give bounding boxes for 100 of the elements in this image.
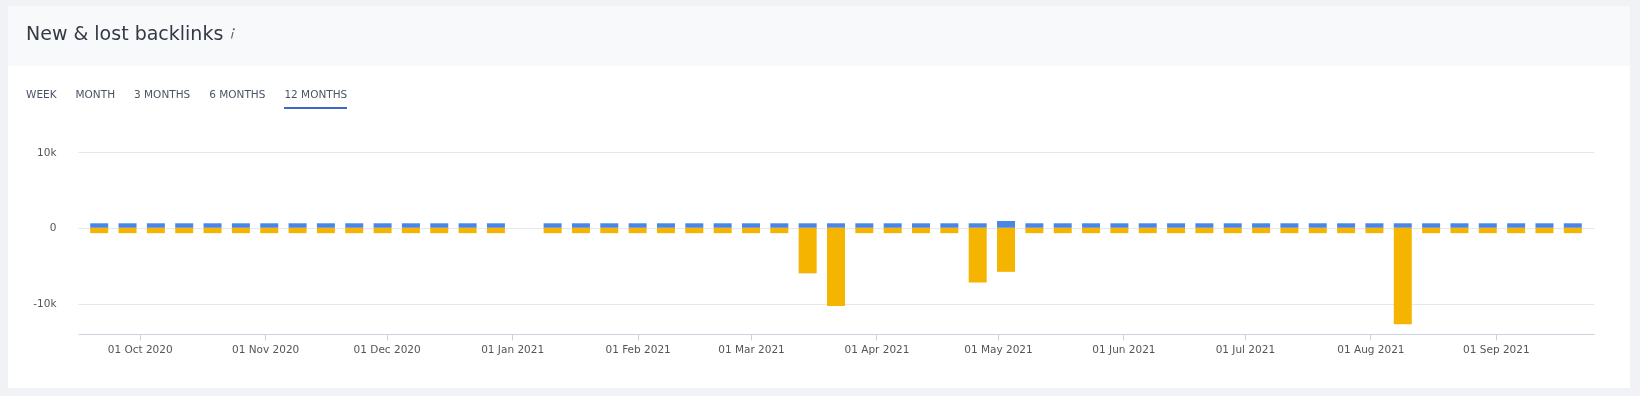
bar (1110, 227, 1129, 234)
x-tick-label: 01 Oct 2020 (107, 342, 173, 355)
bar (628, 227, 647, 234)
bar (345, 223, 364, 228)
bar (203, 223, 222, 228)
bar (1025, 227, 1044, 234)
bar (1308, 223, 1327, 228)
bar (713, 223, 732, 228)
x-tick-label: 01 Aug 2021 (1337, 342, 1405, 355)
bar (1138, 227, 1157, 234)
bar (741, 223, 760, 228)
bar (1337, 227, 1356, 234)
bar (1422, 223, 1441, 228)
x-tick-label: 01 May 2021 (964, 342, 1033, 355)
bar (1507, 227, 1526, 234)
bar (1195, 223, 1214, 228)
bar (543, 223, 562, 228)
y-tick-label: 0 (49, 221, 57, 234)
bar (430, 223, 449, 228)
bar (458, 223, 477, 228)
bar (997, 221, 1016, 228)
bar (373, 227, 392, 234)
bar (316, 227, 335, 234)
bar (855, 223, 874, 228)
bar (1563, 223, 1582, 228)
bar (571, 223, 590, 228)
x-tick-label: 01 Nov 2020 (232, 342, 300, 355)
x-tick-label: 01 Apr 2021 (844, 342, 910, 355)
bar (90, 227, 109, 234)
bar (1280, 227, 1299, 234)
bar (1337, 223, 1356, 228)
bar (1082, 227, 1101, 234)
text: 12 MONTHS (284, 88, 348, 109)
bar (1223, 223, 1242, 228)
bar (1365, 223, 1384, 228)
bar (260, 223, 279, 228)
bar (1535, 227, 1554, 234)
bar (1365, 227, 1384, 234)
bar (260, 227, 279, 234)
bar (1138, 223, 1157, 228)
bar (741, 227, 760, 234)
bar (118, 223, 137, 228)
x-tick-label: 01 Mar 2021 (718, 342, 785, 355)
bar (146, 227, 165, 234)
bar (628, 223, 647, 228)
bar (600, 227, 619, 234)
bar (1478, 227, 1497, 234)
bar (1393, 223, 1412, 228)
x-tick-label: 01 Feb 2021 (605, 342, 671, 355)
bar (1167, 227, 1186, 234)
bar (1563, 227, 1582, 234)
text: MONTH (75, 88, 116, 102)
bar (175, 223, 194, 228)
bar (486, 227, 505, 234)
bar (883, 223, 902, 228)
bar (175, 227, 194, 234)
bar (231, 227, 250, 234)
bar (912, 223, 931, 228)
bar (713, 227, 732, 234)
bar (940, 223, 959, 228)
bar (118, 227, 137, 234)
x-tick-label: 01 Jun 2021 (1092, 342, 1156, 355)
bar (1167, 223, 1186, 228)
bar (1025, 223, 1044, 228)
bar (373, 223, 392, 228)
bar (685, 223, 704, 228)
bar (1252, 223, 1271, 228)
bar (1422, 227, 1441, 234)
bar (968, 227, 987, 283)
bar (288, 227, 307, 234)
bar (543, 227, 562, 234)
bar (146, 223, 165, 228)
bar (1195, 227, 1214, 234)
bar (940, 227, 959, 234)
bar (1450, 227, 1469, 234)
bar (798, 223, 817, 228)
bar (1450, 223, 1469, 228)
bar (458, 227, 477, 234)
bar (855, 227, 874, 234)
bar (1110, 223, 1129, 228)
x-tick-label: 01 Jul 2021 (1215, 342, 1276, 355)
text: 6 MONTHS (209, 88, 266, 102)
bar (770, 227, 789, 234)
bar (656, 227, 675, 234)
bar (1223, 227, 1242, 234)
bar (1280, 223, 1299, 228)
bar (401, 227, 420, 234)
bar (685, 227, 704, 234)
text: 3 MONTHS (134, 88, 191, 102)
bar (997, 227, 1016, 272)
bar (571, 227, 590, 234)
bar (430, 227, 449, 234)
bar (1053, 223, 1072, 228)
bar (1308, 227, 1327, 234)
y-tick-label: 10k (37, 145, 58, 158)
text: WEEK (26, 88, 57, 102)
x-tick-label: 01 Sep 2021 (1463, 342, 1530, 355)
bar (486, 223, 505, 228)
x-tick-label: 01 Jan 2021 (481, 342, 545, 355)
bar (827, 227, 845, 306)
